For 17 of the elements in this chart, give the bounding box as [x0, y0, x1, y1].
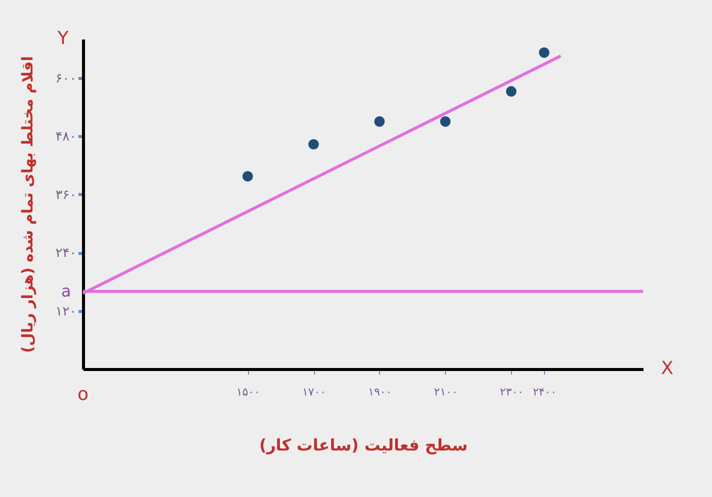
y-tick-label: ۶۰۰: [56, 71, 76, 86]
x-tick-label: ۱۷۰۰: [302, 386, 326, 398]
text: Y: [56, 28, 70, 49]
x-tick-label: ۲۱۰۰: [434, 386, 458, 398]
x-tick-label: ۱۹۰۰: [368, 386, 392, 398]
y-tick-label: ۳۶۰: [56, 188, 76, 203]
text: o: [77, 384, 89, 405]
x-axis-title: سطح فعالیت (ساعات کار): [259, 436, 468, 454]
text: X: [661, 358, 674, 379]
y-tick-label: ۲۴۰: [56, 246, 76, 262]
y-axis-title: اقلام مختلط بهای تمام شده (هزار ریال): [18, 56, 37, 353]
ref-line-label: a: [61, 281, 71, 300]
y-tick-label: ۴۸۰: [56, 130, 76, 145]
x-tick-label: ۲۳۰۰: [500, 386, 524, 398]
x-tick-label: ۱۵۰۰: [236, 386, 260, 398]
y-tick-label: ۱۲۰: [56, 304, 76, 320]
x-tick-label: ۲۴۰۰: [532, 386, 556, 398]
